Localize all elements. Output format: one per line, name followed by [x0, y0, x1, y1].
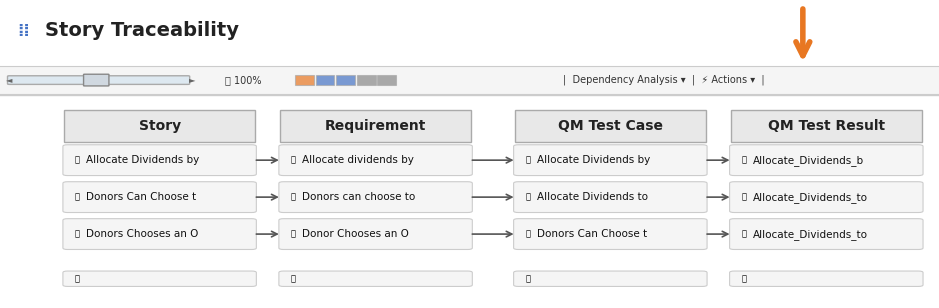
FancyBboxPatch shape: [730, 219, 923, 249]
Text: 📄: 📄: [290, 274, 296, 283]
FancyBboxPatch shape: [730, 271, 923, 286]
Text: 📄: 📄: [74, 229, 80, 239]
Text: Donors can choose to: Donors can choose to: [302, 192, 416, 202]
Text: Allocate Dividends to: Allocate Dividends to: [537, 192, 648, 202]
Text: ⁞⁞: ⁞⁞: [17, 22, 30, 40]
Text: Allocate Dividends by: Allocate Dividends by: [537, 155, 651, 165]
Text: QM Test Case: QM Test Case: [558, 119, 663, 133]
FancyBboxPatch shape: [514, 219, 707, 249]
Text: 📄: 📄: [290, 192, 296, 202]
Text: 📄: 📄: [74, 156, 80, 165]
Text: Story Traceability: Story Traceability: [45, 21, 239, 40]
FancyBboxPatch shape: [279, 182, 472, 213]
FancyBboxPatch shape: [280, 110, 471, 142]
Text: 📄: 📄: [741, 229, 747, 239]
Text: 📄: 📄: [525, 274, 531, 283]
FancyBboxPatch shape: [336, 75, 355, 85]
Text: 📄: 📄: [525, 229, 531, 239]
FancyBboxPatch shape: [514, 271, 707, 286]
Text: 📄: 📄: [741, 192, 747, 202]
Text: 📄: 📄: [290, 229, 296, 239]
FancyBboxPatch shape: [731, 110, 922, 142]
FancyBboxPatch shape: [0, 66, 939, 94]
Text: 📄: 📄: [290, 156, 296, 165]
FancyBboxPatch shape: [279, 271, 472, 286]
Text: Story: Story: [139, 119, 180, 133]
FancyBboxPatch shape: [730, 145, 923, 176]
Text: Donors Can Choose t: Donors Can Choose t: [86, 192, 196, 202]
Text: 📄: 📄: [74, 274, 80, 283]
FancyBboxPatch shape: [357, 75, 376, 85]
FancyBboxPatch shape: [64, 110, 255, 142]
Text: Allocate Dividends by: Allocate Dividends by: [86, 155, 200, 165]
Text: 📄: 📄: [525, 156, 531, 165]
Text: 📄: 📄: [741, 156, 747, 165]
FancyBboxPatch shape: [63, 271, 256, 286]
FancyBboxPatch shape: [63, 182, 256, 213]
FancyBboxPatch shape: [377, 75, 396, 85]
Text: Allocate_Dividends_to: Allocate_Dividends_to: [753, 229, 868, 240]
Text: ►: ►: [190, 75, 195, 85]
Text: |  Dependency Analysis ▾  |  ⚡ Actions ▾  |: | Dependency Analysis ▾ | ⚡ Actions ▾ |: [563, 75, 765, 85]
Text: Requirement: Requirement: [325, 119, 426, 133]
FancyBboxPatch shape: [316, 75, 334, 85]
Text: Allocate_Dividends_b: Allocate_Dividends_b: [753, 155, 864, 166]
FancyBboxPatch shape: [514, 145, 707, 176]
Text: 🔍 100%: 🔍 100%: [225, 75, 262, 85]
Text: Donors Chooses an O: Donors Chooses an O: [86, 229, 199, 239]
FancyBboxPatch shape: [279, 219, 472, 249]
Text: Allocate_Dividends_to: Allocate_Dividends_to: [753, 192, 868, 203]
Text: Donors Can Choose t: Donors Can Choose t: [537, 229, 647, 239]
FancyBboxPatch shape: [84, 74, 109, 86]
Text: 📄: 📄: [741, 274, 747, 283]
FancyBboxPatch shape: [8, 76, 190, 84]
FancyBboxPatch shape: [63, 145, 256, 176]
FancyBboxPatch shape: [295, 75, 314, 85]
FancyBboxPatch shape: [514, 182, 707, 213]
FancyBboxPatch shape: [515, 110, 706, 142]
FancyBboxPatch shape: [63, 219, 256, 249]
FancyBboxPatch shape: [279, 145, 472, 176]
Text: ◄: ◄: [7, 75, 12, 85]
Text: QM Test Result: QM Test Result: [768, 119, 885, 133]
Text: 📄: 📄: [525, 192, 531, 202]
Text: 📄: 📄: [74, 192, 80, 202]
Text: Allocate dividends by: Allocate dividends by: [302, 155, 414, 165]
FancyBboxPatch shape: [730, 182, 923, 213]
Text: Donor Chooses an O: Donor Chooses an O: [302, 229, 409, 239]
